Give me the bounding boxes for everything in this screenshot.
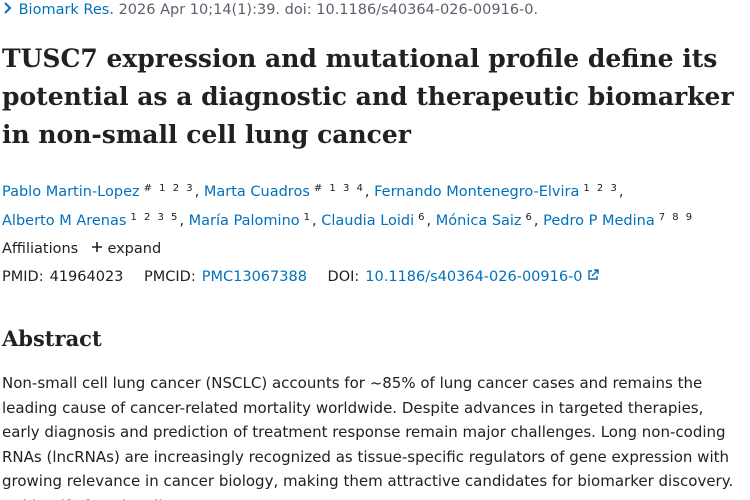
author-affiliation-refs: 1 2 3 <box>583 183 619 194</box>
author-separator: , <box>179 213 185 229</box>
pmid-label: PMID: <box>2 269 44 285</box>
author-name[interactable]: Alberto M Arenas <box>2 213 127 229</box>
abstract-heading: Abstract <box>2 326 102 351</box>
author: Claudia Loidi 6, <box>321 212 432 229</box>
citation: Biomark Res. 2026 Apr 10;14(1):39. doi: … <box>2 2 538 18</box>
author-list: Pablo Martin-Lopez # 1 2 3, Marta Cuadros… <box>2 176 702 234</box>
author-name[interactable]: Pablo Martin-Lopez <box>2 184 140 200</box>
author-affiliation-refs: # 1 3 4 <box>313 183 365 194</box>
author-affiliation-refs: 1 <box>303 212 313 223</box>
doi-link[interactable]: 10.1186/s40364-026-00916-0 <box>365 269 583 285</box>
author: Pedro P Medina 7 8 9 <box>543 212 695 229</box>
author: Mónica Saiz 6, <box>435 212 539 229</box>
identifiers: PMID: 41964023 PMCID: PMC13067388 DOI: 10.1… <box>2 269 599 285</box>
pmid: 41964023 <box>49 269 124 285</box>
affiliations-label: Affiliations <box>2 241 79 257</box>
author: Alberto M Arenas 1 2 3 5, <box>2 212 185 229</box>
author: Marta Cuadros # 1 3 4, <box>203 183 370 200</box>
pmcid-link[interactable]: PMC13067388 <box>201 269 307 285</box>
author-name[interactable]: Marta Cuadros <box>203 184 310 200</box>
author-name[interactable]: Claudia Loidi <box>321 213 415 229</box>
expand-toggle[interactable]: expand <box>91 241 161 257</box>
doi-label: DOI: <box>327 269 360 285</box>
pmcid-label: PMCID: <box>144 269 196 285</box>
citation-details: 2026 Apr 10;14(1):39. doi: 10.1186/s4036… <box>118 2 539 18</box>
abstract-text: Non-small cell lung cancer (NSCLC) accou… <box>2 374 734 500</box>
author-separator: , <box>194 184 200 200</box>
author-separator: , <box>312 213 317 229</box>
author-affiliation-refs: # 1 2 3 <box>143 183 195 194</box>
author-affiliation-refs: 6 <box>525 212 534 223</box>
author-name[interactable]: Fernando Montenegro-Elvira <box>374 184 580 200</box>
external-link-icon <box>588 269 599 280</box>
author: Pablo Martin-Lopez # 1 2 3, <box>2 183 200 200</box>
journal-link[interactable]: Biomark Res. <box>18 2 114 18</box>
author-separator: , <box>364 184 370 200</box>
author: Fernando Montenegro-Elvira 1 2 3, <box>374 183 624 200</box>
affiliations: Affiliations expand <box>2 241 161 257</box>
author-affiliation-refs: 6 <box>418 212 427 223</box>
author-name[interactable]: María Palomino <box>188 213 300 229</box>
article-title: TUSC7 expression and mutational profile … <box>2 44 734 149</box>
author-name[interactable]: Mónica Saiz <box>435 213 522 229</box>
author-separator: , <box>533 213 539 229</box>
author-affiliation-refs: 7 8 9 <box>658 212 695 223</box>
chevron-icon <box>4 2 12 14</box>
author: María Palomino 1, <box>188 212 317 229</box>
plus-icon <box>91 242 102 252</box>
expand-label[interactable]: expand <box>107 241 162 257</box>
author-name[interactable]: Pedro P Medina <box>543 213 655 229</box>
author-separator: , <box>618 184 624 200</box>
author-separator: , <box>426 213 432 229</box>
author-affiliation-refs: 1 2 3 5 <box>130 212 180 223</box>
